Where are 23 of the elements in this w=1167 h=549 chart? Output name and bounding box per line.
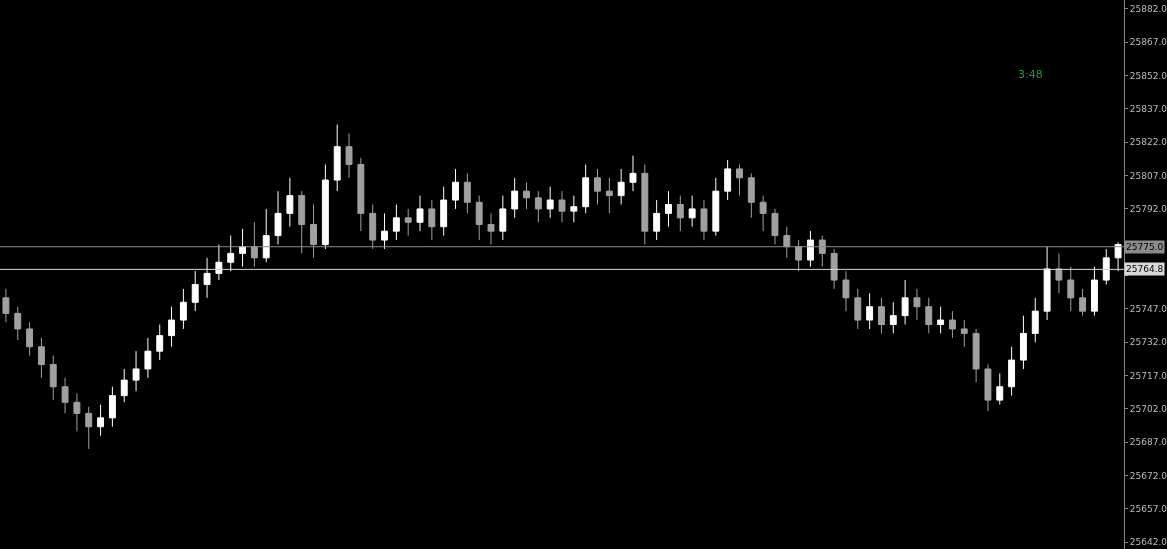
y-tick-label: 25672.0 [1129,470,1167,481]
y-tick-label: 25732.0 [1129,337,1167,348]
y-tick-label: 25837.0 [1129,104,1167,115]
ref-line-label: 25764.8 [1126,264,1164,274]
y-tick-label: 25747.0 [1129,304,1167,315]
y-tick-label: 25867.0 [1129,37,1167,48]
y-tick-label: 25822.0 [1129,137,1167,148]
annotation: 3:48 [1018,68,1043,81]
candlestick [594,168,601,205]
y-tick-label: 25717.0 [1129,370,1167,381]
candlestick [239,228,247,268]
y-tick-label: 25657.0 [1129,504,1167,515]
y-tick-label: 25702.0 [1129,404,1167,415]
candlestick [877,297,885,334]
y-tick-label: 25807.0 [1129,170,1167,181]
ref-line-label: 25775.0 [1126,242,1164,252]
y-tick-label: 25852.0 [1129,70,1167,81]
y-tick-label: 25792.0 [1129,204,1167,215]
y-tick-label: 25882.0 [1129,4,1167,15]
candlestick [665,190,672,228]
candlestick [310,203,317,259]
y-tick-label: 25687.0 [1129,437,1167,448]
y-tick-label: 25642.0 [1129,537,1167,548]
